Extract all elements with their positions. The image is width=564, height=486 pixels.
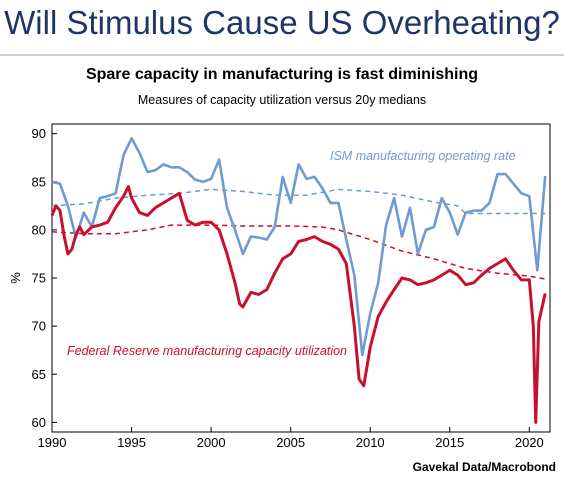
y-axis: 60 65 70 75 80 85 90 (32, 126, 57, 430)
series-line-ism-median (51, 188, 546, 215)
headline: Will Stimulus Cause US Overheating? (4, 4, 560, 41)
x-axis: 1990 1995 2000 2005 2010 2015 2020 (38, 427, 544, 450)
y-tick-label: 70 (32, 319, 46, 334)
y-tick-label: 65 (32, 367, 46, 382)
y-tick-label: 60 (32, 415, 46, 430)
x-tick-label: 2000 (197, 435, 226, 450)
series-label-ism: ISM manufacturing operating rate (330, 149, 516, 163)
headline-rule (0, 54, 564, 56)
x-tick-label: 2010 (356, 435, 385, 450)
y-tick-label: 90 (32, 126, 46, 141)
y-tick-label: 85 (32, 174, 46, 189)
x-tick-label: 2015 (435, 435, 464, 450)
x-tick-label: 1995 (117, 435, 146, 450)
x-tick-label: 2020 (515, 435, 544, 450)
series-label-fed: Federal Reserve manufacturing capacity u… (67, 344, 347, 358)
series-layer (50, 137, 547, 424)
x-tick-label: 2005 (276, 435, 305, 450)
chart-subtitle: Measures of capacity utilization versus … (137, 93, 427, 107)
y-tick-label: 75 (32, 271, 46, 286)
source-note: Gavekal Data/Macrobond (412, 460, 556, 474)
x-tick-label: 1990 (38, 435, 67, 450)
series-line-fed-median (51, 224, 546, 280)
series-line-ism (51, 137, 547, 357)
y-tick-label: 80 (32, 222, 46, 237)
chart-title: Spare capacity in manufacturing is fast … (85, 66, 479, 83)
series-line-fed (50, 185, 547, 424)
y-axis-label: % (8, 272, 23, 284)
